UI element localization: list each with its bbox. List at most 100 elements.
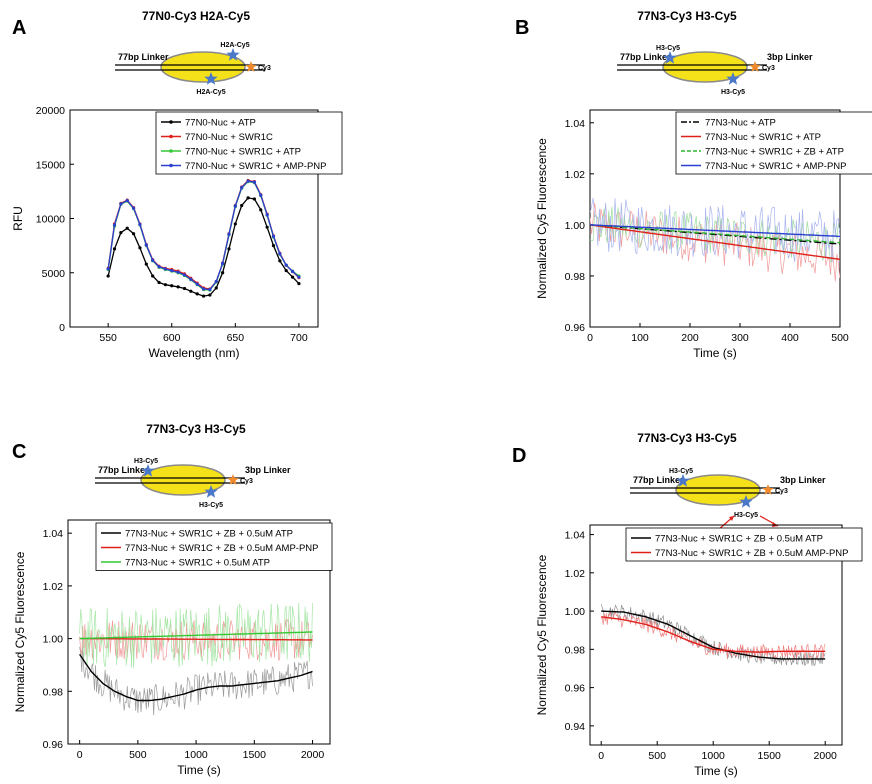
y-axis-label: Normalized Cy5 Fluorescence — [535, 138, 549, 299]
data-point — [176, 270, 180, 274]
data-point — [221, 271, 225, 275]
data-point — [182, 273, 187, 277]
nucleosome-ellipse — [160, 51, 246, 83]
data-point — [189, 289, 193, 293]
panel-title: 77N0-Cy3 H2A-Cy5 — [142, 9, 250, 23]
panel-b: B 77N3-Cy3 H3-Cy5 77bp Linker 3bp Linker H3-… — [515, 9, 872, 360]
y-tick-label: 0.96 — [565, 322, 586, 334]
cy3-star-icon — [245, 61, 257, 72]
data-point — [290, 275, 295, 279]
data-point — [278, 252, 282, 256]
cy5-star-icon — [204, 72, 218, 85]
data-point — [138, 222, 142, 227]
fit-line — [590, 224, 840, 238]
legend-label: 77N3-Nuc + SWR1C + AMP-PNP — [705, 161, 847, 172]
x-tick-label: 1000 — [184, 749, 208, 761]
y-tick-label: 1.04 — [43, 528, 64, 540]
data-point — [252, 180, 257, 184]
y-axis-label: RFU — [11, 206, 25, 231]
fit-line — [601, 610, 826, 660]
x-tick-label: 500 — [129, 749, 147, 761]
data-point — [131, 206, 136, 210]
nucleosome-ellipse — [140, 464, 226, 496]
linker-right-label: 3bp Linker — [245, 465, 291, 475]
data-point — [201, 287, 206, 291]
y-tick-label: 10000 — [36, 214, 65, 226]
data-point — [290, 269, 295, 274]
cy5-star-icon — [726, 72, 740, 85]
cy5-star-icon — [739, 495, 753, 508]
y-tick-label: 0 — [59, 322, 65, 334]
x-tick-label: 100 — [631, 332, 649, 344]
y-tick-label: 0.98 — [565, 644, 586, 656]
data-point — [195, 282, 199, 286]
legend-label: 77N3-Nuc + SWR1C + ZB + 0.5uM AMP-PNP — [125, 543, 319, 554]
x-tick-label: 700 — [290, 332, 308, 344]
data-point — [106, 267, 110, 271]
cy3-label: Cy3 — [258, 65, 271, 72]
top-star-label: H3-Cy5 — [656, 45, 680, 52]
y-axis-label: Normalized Cy5 Fluorescence — [13, 551, 27, 712]
series-line — [107, 197, 300, 297]
x-tick-label: 500 — [831, 332, 849, 344]
x-tick-label: 0 — [587, 332, 593, 344]
data-point — [240, 203, 244, 208]
data-point — [125, 198, 129, 203]
data-point — [227, 232, 231, 236]
legend: 77N3-Nuc + SWR1C + ZB + 0.5uM ATP 77N3-Nu… — [625, 527, 863, 562]
x-tick-label: 1500 — [758, 750, 782, 762]
nucleosome-schematic: 77bp Linker 3bp Linker H3-Cy5 H3-Cy5 Cy3 — [95, 458, 291, 509]
top-star-label: H3-Cy5 — [134, 458, 158, 465]
nucleosome-schematic: 77bp Linker 3bp Linker H3-Cy5 H3-Cy5 Cy3 — [630, 468, 826, 531]
axes: 550 600 650 700 0 5000 10000 15000 20000 Waveleng… — [11, 105, 319, 360]
x-tick-label: 2000 — [814, 750, 838, 762]
x-axis-label: Wavelength (nm) — [149, 346, 240, 360]
data-point — [112, 247, 117, 251]
nucleosome-ellipse — [662, 51, 748, 83]
legend-label: 77N3-Nuc + SWR1C + 0.5uM ATP — [125, 558, 270, 569]
data-point — [176, 285, 180, 289]
top-star-label: H3-Cy5 — [669, 468, 693, 475]
raw-trace — [590, 206, 840, 263]
y-tick-label: 5000 — [42, 268, 66, 280]
legend-label: 77N3-Nuc + SWR1C + ATP — [705, 132, 821, 143]
linker-right-label: 3bp Linker — [767, 52, 813, 62]
fit-line — [79, 637, 313, 641]
fit-line — [590, 224, 840, 244]
panel-c: C 77N3-Cy3 H3-Cy5 77bp Linker 3bp Linker H3-… — [12, 422, 333, 777]
data-point — [297, 275, 301, 279]
legend-box — [95, 522, 333, 571]
data-point — [208, 293, 212, 297]
y-tick-label: 1.02 — [43, 581, 64, 593]
data-point — [252, 197, 257, 201]
cy3-label: Cy3 — [775, 488, 788, 495]
data-point — [163, 283, 167, 287]
legend-label: 77N0-Nuc + SWR1C + AMP-PNP — [185, 161, 327, 172]
axes: 0 100 200 300 400 500 0.96 0.98 1.00 1.02 1.04 Time… — [535, 109, 849, 360]
cy3-label: Cy3 — [240, 478, 253, 485]
linker-left-label: 77bp Linker — [98, 465, 149, 475]
y-tick-label: 0.96 — [43, 739, 64, 751]
legend-marker — [169, 134, 173, 139]
data-point — [151, 274, 155, 278]
panel-title: 77N3-Cy3 H3-Cy5 — [637, 9, 737, 23]
legend-label: 77N3-Nuc + SWR1C + ZB + 0.5uM ATP — [125, 529, 293, 540]
data-point — [208, 287, 212, 292]
nucleosome-schematic: 77bp Linker H2A-Cy5 H2A-Cy5 Cy3 — [115, 42, 271, 96]
panel-a: A 77N0-Cy3 H2A-Cy5 77bp Linker H2A-Cy5 H2A-C… — [11, 9, 343, 360]
y-tick-label: 0.98 — [565, 271, 586, 283]
data-point — [195, 292, 199, 296]
legend-marker — [169, 149, 173, 153]
raw-trace — [600, 611, 826, 661]
linker-left-label: 77bp Linker — [620, 52, 671, 62]
panel-d: D 77N3-Cy3 H3-Cy5 77bp Linker 3bp Linker H3-… — [512, 431, 863, 778]
y-tick-label: 1.04 — [565, 118, 586, 130]
x-tick-label: 400 — [781, 332, 799, 344]
data-layer — [590, 197, 840, 282]
legend-marker — [169, 120, 173, 124]
data-point — [119, 202, 123, 206]
top-star-label: H2A-Cy5 — [220, 42, 249, 49]
x-tick-label: 300 — [731, 332, 749, 344]
data-point — [106, 274, 110, 278]
